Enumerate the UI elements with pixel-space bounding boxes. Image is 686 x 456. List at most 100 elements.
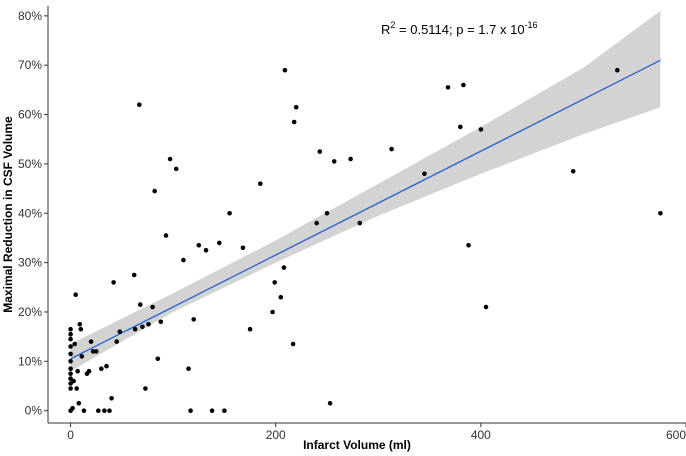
data-point [76, 401, 82, 406]
y-axis-ticks: 0% 10% 20% 30% 40% 50% 60% 70% 80% [18, 9, 48, 418]
data-point [483, 304, 489, 310]
data-point [281, 265, 287, 270]
data-point [331, 159, 337, 164]
data-point [68, 336, 73, 342]
r2-base: R [381, 22, 390, 37]
data-point [324, 211, 330, 216]
p-exponent: -16 [525, 20, 538, 30]
data-point [111, 280, 116, 285]
data-point [270, 309, 275, 315]
data-point [247, 326, 253, 332]
data-point [173, 166, 179, 172]
x-axis-ticks: 0 200 400 600 [67, 423, 686, 442]
regression-line [70, 59, 661, 360]
data-point [615, 67, 620, 73]
data-point [348, 156, 353, 162]
data-point [163, 233, 169, 238]
data-point [104, 363, 109, 369]
data-point [109, 396, 114, 401]
data-point [658, 211, 663, 216]
data-point [422, 171, 427, 177]
data-point [570, 169, 576, 174]
data-point [68, 326, 73, 332]
y-tick-label: 70% [18, 58, 42, 72]
data-point [140, 324, 145, 330]
data-point [78, 326, 84, 332]
data-point [191, 317, 196, 322]
data-point [293, 104, 299, 110]
data-point [93, 349, 99, 354]
data-point [196, 243, 202, 248]
data-point [209, 408, 215, 414]
data-point [188, 408, 193, 414]
y-tick-label: 0% [25, 404, 43, 418]
data-point [117, 329, 123, 335]
data-point [258, 181, 263, 186]
x-tick-label: 600 [666, 428, 686, 442]
data-point [181, 257, 186, 263]
y-tick-label: 50% [18, 157, 42, 171]
data-point [466, 243, 471, 248]
data-point [143, 386, 148, 391]
y-tick-label: 20% [18, 305, 42, 319]
data-point [314, 220, 320, 226]
data-point [75, 368, 80, 374]
data-point [317, 149, 323, 154]
data-point [389, 146, 394, 152]
data-point [152, 188, 157, 194]
data-point [68, 386, 73, 391]
data-point [73, 292, 78, 298]
y-tick-label: 10% [18, 354, 42, 368]
data-point [137, 102, 142, 107]
y-tick-label: 80% [18, 9, 42, 23]
data-point [68, 366, 73, 372]
data-point [186, 366, 191, 372]
data-point [291, 119, 297, 125]
data-point [327, 401, 333, 406]
data-point [71, 378, 76, 384]
data-point [461, 82, 466, 88]
r2-exponent: 2 [390, 20, 395, 30]
data-point [357, 220, 363, 226]
data-point [96, 408, 101, 414]
data-point [445, 85, 451, 90]
data-point [74, 386, 79, 391]
data-point [290, 341, 296, 347]
confidence-band [70, 10, 661, 372]
data-point [203, 248, 209, 253]
data-point [79, 354, 85, 359]
data-point [150, 304, 155, 310]
x-axis-title: Infarct Volume (ml) [303, 438, 411, 452]
data-point [72, 341, 77, 347]
data-point [77, 322, 83, 327]
data-point [68, 351, 73, 357]
data-point [99, 366, 104, 372]
data-point [222, 408, 227, 414]
data-point [155, 356, 161, 362]
y-axis-title: Maximal Reduction in CSF Volume [1, 116, 15, 313]
data-point [227, 211, 232, 216]
data-point [114, 339, 119, 344]
annotation-middle: = 0.5114; p = 1.7 x 10 [395, 22, 524, 37]
data-point [70, 405, 75, 411]
data-point [138, 302, 143, 307]
x-tick-label: 200 [266, 428, 286, 442]
data-point [68, 331, 73, 337]
y-tick-label: 40% [18, 206, 42, 220]
data-point [240, 245, 246, 251]
data-point [167, 156, 173, 162]
data-point [132, 326, 138, 332]
data-point [107, 408, 112, 414]
data-point [217, 240, 222, 246]
y-tick-label: 30% [18, 256, 42, 270]
x-tick-label: 400 [471, 428, 491, 442]
data-point [458, 124, 463, 130]
data-points [68, 67, 663, 414]
data-point [88, 339, 94, 344]
data-point [158, 319, 164, 325]
data-point [102, 408, 107, 414]
data-point [278, 294, 284, 300]
data-point [478, 127, 484, 132]
data-point [272, 280, 278, 285]
